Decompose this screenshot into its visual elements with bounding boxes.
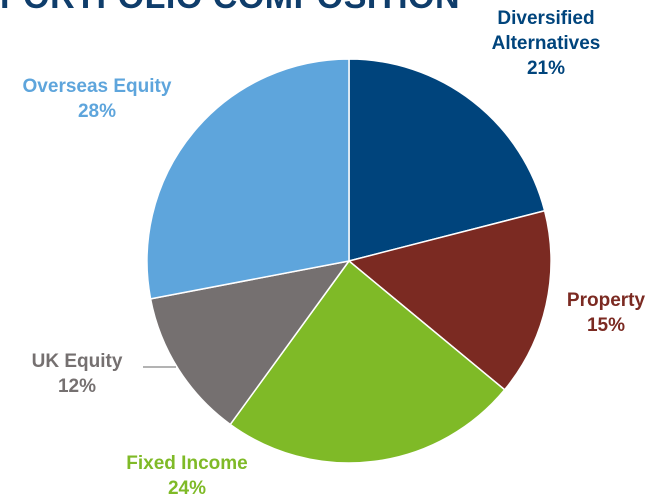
slice-name-label: Overseas Equity [23, 76, 172, 97]
slice-name-label: Diversified [497, 8, 594, 29]
pie-slice-uk-equity [149, 259, 351, 426]
slice-label-overseas-equity: Overseas Equity 28% [23, 76, 172, 122]
chart-title: PORTFOLIO COMPOSITION [0, 0, 460, 17]
pie-slice-fixed-income [229, 259, 506, 464]
pie-slice-diversified-alternatives [348, 58, 546, 262]
slice-value-label: 24% [168, 478, 206, 499]
slice-value-label: 15% [587, 315, 625, 336]
slice-name-label: Alternatives [492, 33, 601, 54]
pie-slice-overseas-equity [146, 58, 350, 300]
slice-label-diversified-alternatives: Diversified Alternatives 21% [492, 8, 601, 79]
slice-value-label: 28% [78, 101, 116, 122]
slice-value-label: 12% [58, 376, 96, 397]
pie-slice-property [347, 209, 552, 391]
slice-name-label: UK Equity [32, 351, 123, 372]
slice-name-label: Fixed Income [126, 453, 247, 474]
slice-label-property: Property 15% [567, 290, 646, 336]
slice-value-label: 21% [527, 58, 565, 79]
slice-name-label: Property [567, 290, 646, 311]
slice-label-uk-equity: UK Equity 12% [32, 351, 123, 397]
slice-label-fixed-income: Fixed Income 24% [126, 453, 247, 499]
